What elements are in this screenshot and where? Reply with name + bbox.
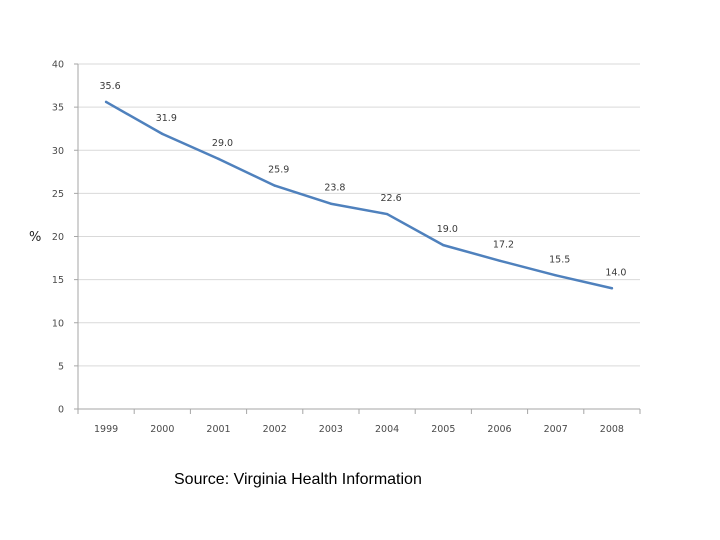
data-label: 25.9 [268, 165, 289, 176]
data-label: 15.5 [549, 254, 570, 265]
y-tick-label: 30 [52, 146, 64, 157]
y-axis-label: % [29, 230, 41, 245]
y-tick-label: 35 [52, 103, 64, 114]
data-point [217, 157, 220, 161]
data-point [161, 132, 164, 136]
data-point [385, 212, 389, 216]
data-label: 29.0 [212, 138, 233, 149]
axes [74, 63, 641, 414]
data-point [554, 274, 557, 277]
x-tick-label: 2007 [544, 424, 568, 435]
y-tick-label: 5 [58, 361, 64, 372]
y-tick-label: 10 [52, 318, 64, 329]
series-line [104, 100, 614, 290]
x-tick-label: 2008 [600, 424, 624, 435]
data-label: 22.6 [381, 193, 402, 204]
data-point [610, 287, 614, 290]
series [104, 100, 614, 290]
x-tick-labels: 1999 2000 2001 2002 2003 2004 2005 2006 2007 2008 [94, 424, 624, 435]
y-tick-label: 20 [52, 232, 64, 243]
data-label: 23.8 [324, 183, 345, 194]
data-point [498, 259, 501, 262]
gridlines [78, 63, 640, 367]
data-label: 19.0 [437, 224, 458, 235]
x-tick-label: 2000 [150, 424, 174, 435]
data-label: 35.6 [100, 81, 121, 92]
x-tick-label: 2004 [375, 424, 399, 435]
data-point [273, 184, 276, 187]
x-tick-label: 2006 [487, 424, 511, 435]
source-note: Source: Virginia Health Information [174, 471, 422, 488]
data-label: 31.9 [156, 113, 177, 124]
data-point [442, 243, 445, 247]
y-tick-labels: 0 5 10 15 20 25 30 35 40 [52, 60, 64, 416]
data-label: 14.0 [605, 267, 626, 278]
x-tick-label: 1999 [94, 424, 118, 435]
y-tick-label: 15 [52, 275, 64, 286]
x-tick-label: 2002 [263, 424, 287, 435]
data-labels: 35.6 31.9 29.0 25.9 23.8 22.6 19.0 17.2 15.5 14.0 [100, 81, 627, 278]
data-label: 17.2 [493, 240, 514, 251]
y-tick-label: 25 [52, 189, 64, 200]
data-point [329, 202, 333, 205]
y-tick-label: 0 [58, 405, 64, 416]
data-point [104, 100, 108, 104]
x-tick-label: 2001 [206, 424, 230, 435]
x-tick-label: 2005 [431, 424, 455, 435]
x-tick-label: 2003 [319, 424, 343, 435]
y-tick-label: 40 [52, 60, 64, 71]
